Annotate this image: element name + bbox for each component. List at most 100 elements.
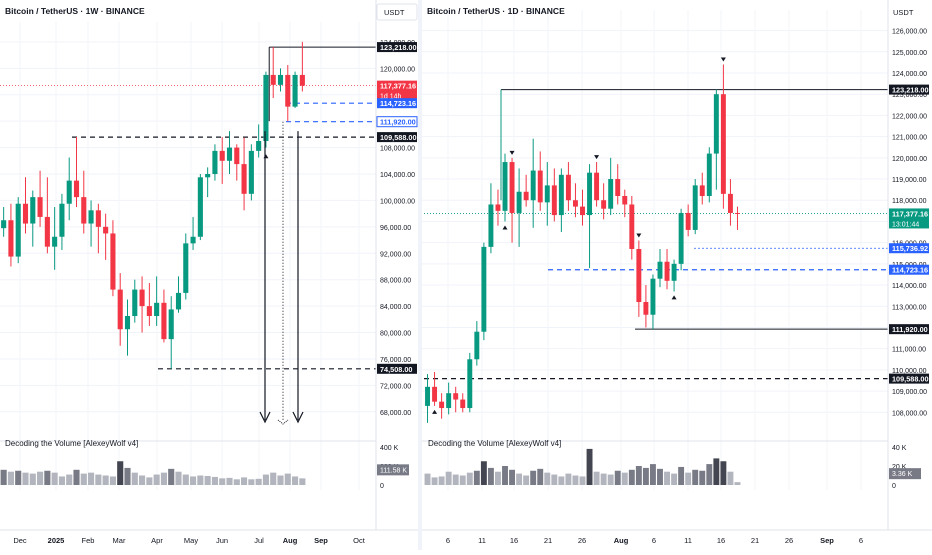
candle <box>558 168 564 233</box>
candle <box>488 183 494 254</box>
candle <box>59 193 65 250</box>
price-tag <box>377 80 417 101</box>
volume-bar <box>58 476 65 485</box>
candle-body <box>636 249 642 303</box>
down-marker <box>720 57 726 62</box>
price-tag <box>376 116 418 128</box>
candle-body <box>432 386 438 402</box>
candle-body <box>197 177 203 237</box>
down-arrow-head <box>259 411 271 424</box>
candle <box>727 179 733 226</box>
volume-bar <box>720 461 727 485</box>
volume-bar <box>509 469 516 485</box>
candle-body <box>175 292 182 310</box>
candle <box>248 144 254 201</box>
daily-chart-pane[interactable]: 108,000.00 109,000.00 110,000.00 111,000.00… <box>422 0 932 545</box>
weekly-time-axis: Dec 2025 Feb Mar Apr May Jun Jul Aug Sep Oct <box>0 529 418 545</box>
price-tag-countdown: 1d 14h <box>380 94 402 101</box>
up-marker <box>263 154 269 159</box>
volume-bar <box>241 477 248 485</box>
candle-body <box>52 236 58 247</box>
candle <box>544 162 550 226</box>
candle <box>234 144 240 181</box>
time-tick-label: May <box>184 536 198 545</box>
candle-body <box>1 220 7 229</box>
down-marker <box>509 150 515 155</box>
volume-bar <box>671 473 678 485</box>
candle <box>73 137 80 208</box>
volume-bar <box>117 461 124 485</box>
candle <box>474 321 480 366</box>
candle-body <box>685 212 691 230</box>
volume-bar <box>544 472 551 485</box>
volume-bar <box>233 479 240 485</box>
candle-body <box>146 306 152 317</box>
price-tick-label: 125,000.00 <box>892 50 927 57</box>
candle <box>270 47 276 99</box>
pane-divider[interactable] <box>418 0 422 550</box>
candle-body <box>190 236 196 244</box>
candle <box>168 296 174 369</box>
volume-tick-label: 0 <box>380 483 384 490</box>
candle <box>587 164 593 269</box>
daily-volume-title: Decoding the Volume [AlexeyWolf v4] <box>428 439 561 448</box>
candle-body <box>467 359 473 409</box>
volume-last-label: 111.58 K <box>380 467 407 474</box>
candle <box>643 285 649 328</box>
candle <box>608 157 614 216</box>
volume-bar <box>734 482 741 485</box>
volume-bar <box>102 475 109 485</box>
volume-bar <box>95 474 102 485</box>
price-tick-label: 110,000.00 <box>892 368 927 375</box>
weekly-volume-bars <box>0 440 376 485</box>
candle <box>8 203 14 267</box>
price-tag-label: 114,723.16 <box>380 99 416 108</box>
volume-bar <box>15 470 22 485</box>
volume-bar <box>424 473 431 485</box>
volume-bar <box>516 473 523 485</box>
candle-body <box>650 278 656 315</box>
weekly-currency-button[interactable] <box>376 3 418 21</box>
volume-bar <box>248 479 255 485</box>
candle-body <box>219 150 225 161</box>
candle-body <box>241 164 247 194</box>
candle-body <box>124 316 131 330</box>
weekly-level-lines <box>0 46 376 420</box>
weekly-chart-pane[interactable]: 68,000.00 72,000.00 76,000.00 80,000.00 84,0… <box>0 0 418 545</box>
candle <box>467 352 473 413</box>
volume-bar <box>692 469 699 485</box>
candle-body <box>212 150 218 175</box>
candle <box>685 204 691 237</box>
candle <box>146 282 152 326</box>
candle-body <box>110 233 116 290</box>
price-tag <box>889 208 929 229</box>
candle <box>523 174 529 207</box>
volume-bar <box>699 470 706 485</box>
price-tick-label: 104,000.00 <box>380 172 415 179</box>
candle-body <box>615 179 621 196</box>
price-tick-label: 72,000.00 <box>380 383 411 390</box>
candle <box>453 386 459 413</box>
candle-body <box>474 331 480 360</box>
volume-bar <box>685 472 692 485</box>
candle <box>212 144 218 181</box>
candle <box>124 299 131 356</box>
volume-bar <box>593 471 600 485</box>
candle <box>692 179 698 235</box>
candle <box>678 208 684 271</box>
volume-bar <box>438 476 445 485</box>
candle-body <box>132 289 138 317</box>
candle <box>580 189 585 226</box>
time-tick-label: 11 <box>478 536 486 545</box>
candle-body <box>713 94 719 154</box>
volume-last-tag <box>377 464 409 476</box>
candle-body <box>299 74 305 86</box>
candle <box>219 137 225 184</box>
time-tick-label: Mar <box>113 536 126 545</box>
candle <box>205 167 211 198</box>
price-tick-label: 122,000.00 <box>892 113 927 120</box>
candle <box>537 151 543 211</box>
candle <box>88 200 94 247</box>
down-arrow-head <box>292 411 304 424</box>
candle <box>481 242 487 341</box>
